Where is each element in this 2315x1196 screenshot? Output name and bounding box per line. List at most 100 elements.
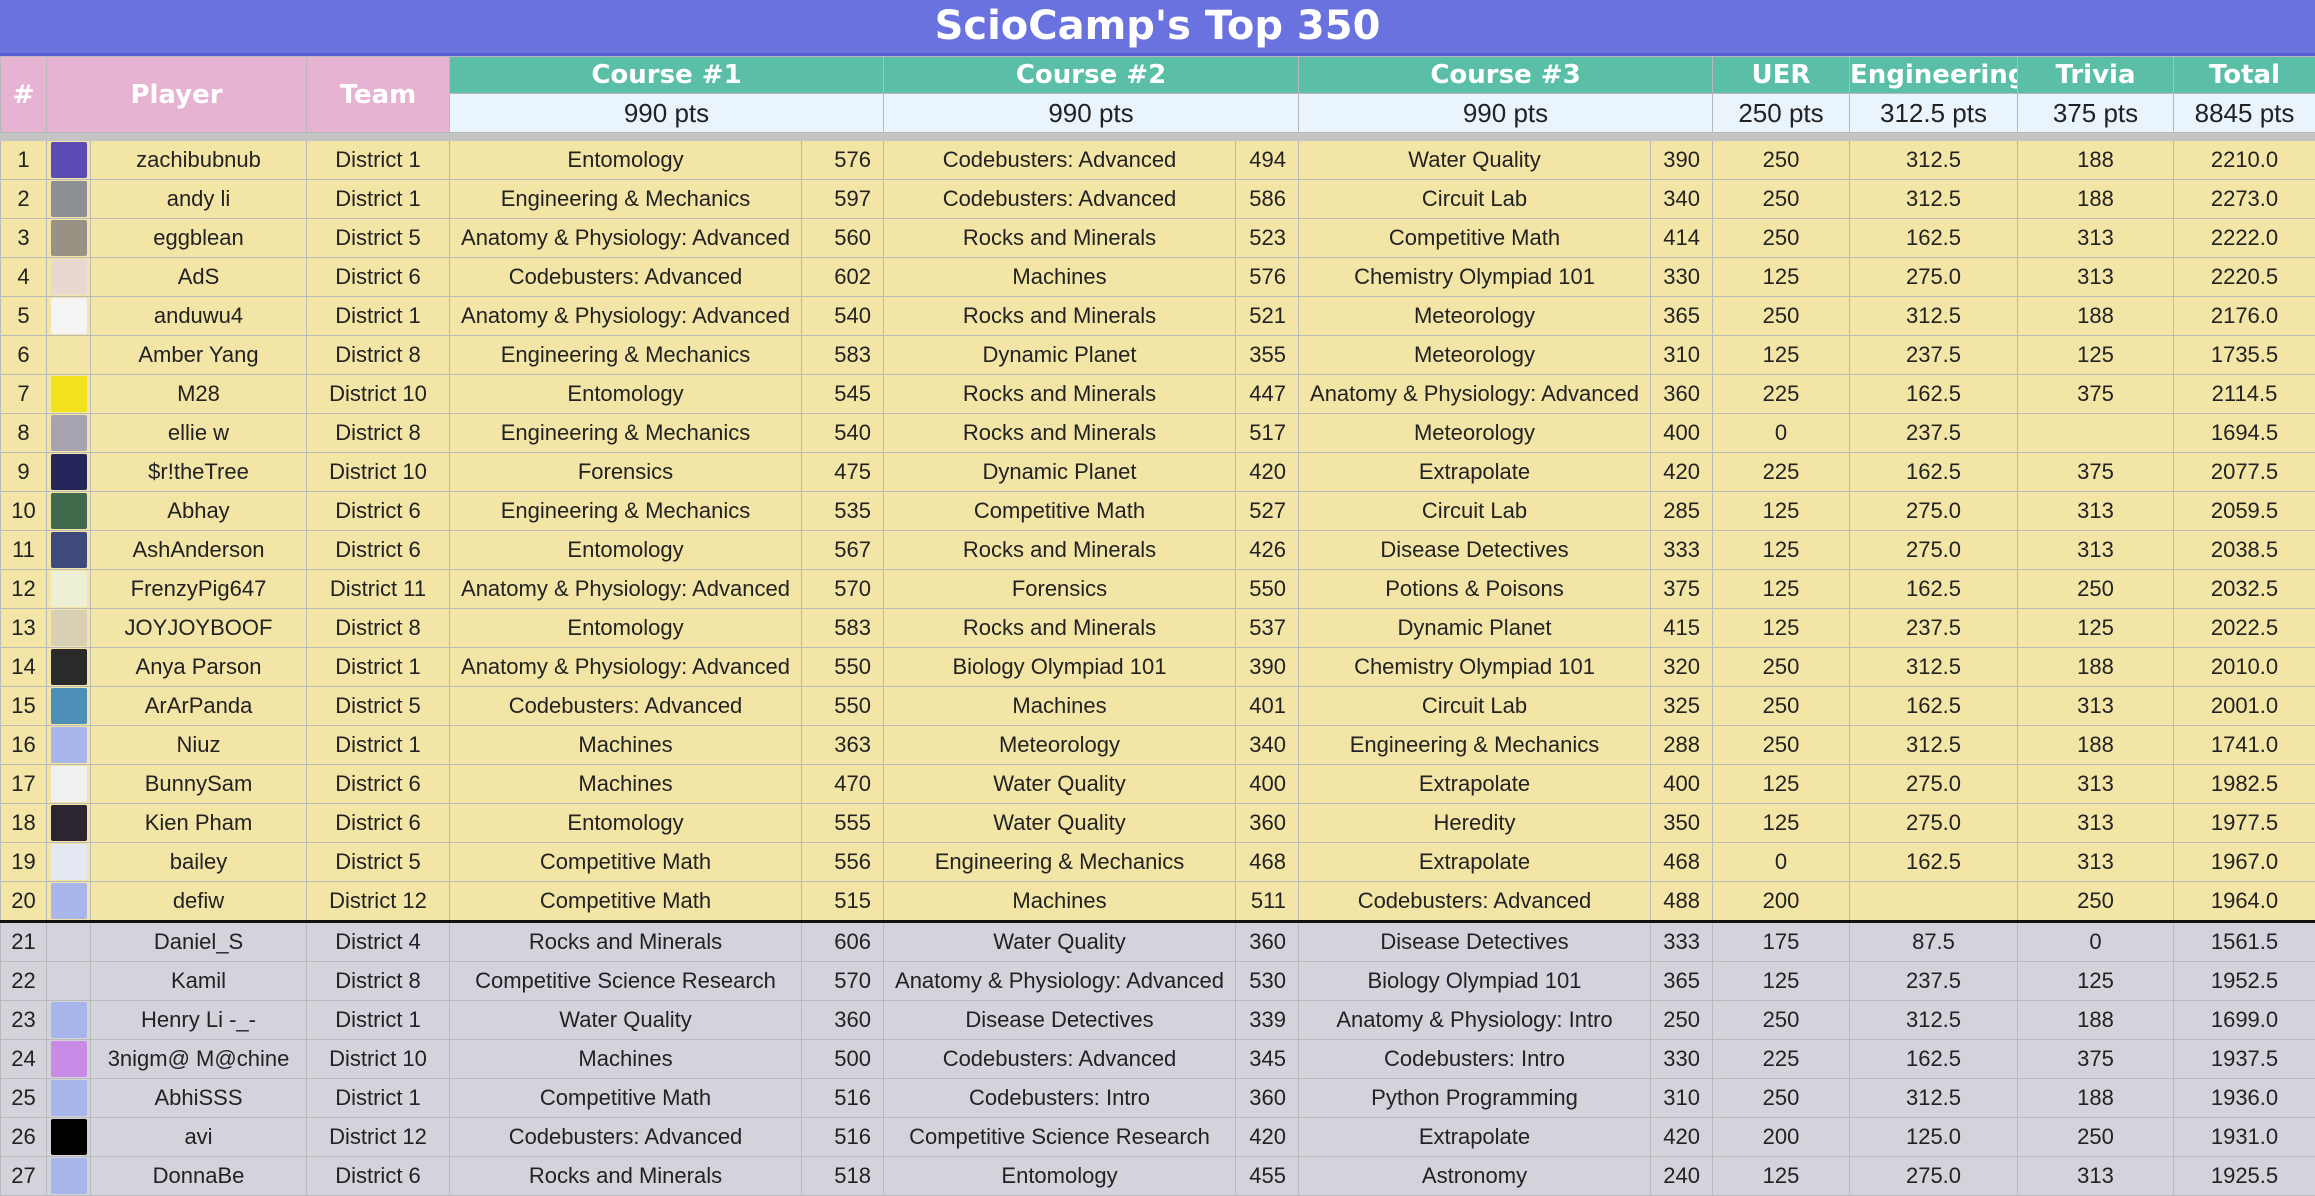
uer-points: 225 [1713, 453, 1850, 492]
course-1-name: Engineering & Mechanics [450, 414, 802, 453]
trivia-points: 375 [2018, 375, 2174, 414]
total-points: 2001.0 [2174, 687, 2315, 726]
player-avatar [47, 1040, 91, 1079]
total-points: 1982.5 [2174, 765, 2315, 804]
player-avatar [47, 1001, 91, 1040]
header-engineering[interactable]: Engineering [1850, 57, 2018, 94]
engineering-points: 162.5 [1850, 375, 2018, 414]
course-2-points: 517 [1236, 414, 1299, 453]
header-uer[interactable]: UER [1713, 57, 1850, 94]
course-3-name: Dynamic Planet [1299, 609, 1651, 648]
team-name: District 6 [307, 1157, 450, 1196]
trivia-points: 188 [2018, 297, 2174, 336]
avatar-icon [51, 415, 87, 451]
player-name: M28 [91, 375, 307, 414]
trivia-points: 313 [2018, 1157, 2174, 1196]
course-2-name: Dynamic Planet [884, 336, 1236, 375]
player-avatar [47, 414, 91, 453]
trivia-points: 313 [2018, 843, 2174, 882]
course-3-name: Heredity [1299, 804, 1651, 843]
trivia-points: 125 [2018, 336, 2174, 375]
player-avatar [47, 609, 91, 648]
course-1-name: Codebusters: Advanced [450, 687, 802, 726]
header-course-1[interactable]: Course #1 [450, 57, 884, 94]
course-3-name: Codebusters: Advanced [1299, 882, 1651, 922]
course-3-name: Astronomy [1299, 1157, 1651, 1196]
course-2-name: Rocks and Minerals [884, 219, 1236, 258]
uer-points: 200 [1713, 882, 1850, 922]
course-3-points: 420 [1651, 1118, 1713, 1157]
row-rank: 15 [1, 687, 47, 726]
avatar-icon [51, 259, 87, 295]
course-1-points: 555 [802, 804, 884, 843]
header-total[interactable]: Total [2174, 57, 2315, 94]
course-3-name: Water Quality [1299, 141, 1651, 180]
header-course-3[interactable]: Course #3 [1299, 57, 1713, 94]
course-2-name: Biology Olympiad 101 [884, 648, 1236, 687]
course-2-points: 576 [1236, 258, 1299, 297]
team-name: District 6 [307, 531, 450, 570]
header-rank[interactable]: # [1, 57, 47, 133]
player-name: anduwu4 [91, 297, 307, 336]
course-2-name: Dynamic Planet [884, 453, 1236, 492]
course-3-points: 250 [1651, 1001, 1713, 1040]
header-team[interactable]: Team [307, 57, 450, 133]
uer-points: 125 [1713, 258, 1850, 297]
avatar-icon [51, 571, 87, 607]
team-name: District 5 [307, 219, 450, 258]
row-rank: 16 [1, 726, 47, 765]
player-name: Henry Li -_- [91, 1001, 307, 1040]
engineering-points: 162.5 [1850, 1040, 2018, 1079]
course-2-name: Codebusters: Intro [884, 1079, 1236, 1118]
player-name: Abhay [91, 492, 307, 531]
row-rank: 24 [1, 1040, 47, 1079]
total-points: 1952.5 [2174, 962, 2315, 1001]
course-2-name: Competitive Science Research [884, 1118, 1236, 1157]
player-avatar [47, 1157, 91, 1196]
course-1-points: 545 [802, 375, 884, 414]
course-1-points: 602 [802, 258, 884, 297]
course-1-points: 597 [802, 180, 884, 219]
uer-points: 225 [1713, 375, 1850, 414]
team-name: District 1 [307, 648, 450, 687]
header-course-2[interactable]: Course #2 [884, 57, 1299, 94]
uer-points: 125 [1713, 336, 1850, 375]
course-1-points: 515 [802, 882, 884, 922]
row-rank: 10 [1, 492, 47, 531]
header-trivia[interactable]: Trivia [2018, 57, 2174, 94]
player-avatar [47, 726, 91, 765]
team-name: District 5 [307, 687, 450, 726]
engineering-points: 162.5 [1850, 843, 2018, 882]
header-player[interactable]: Player [47, 57, 307, 133]
avatar-icon [51, 142, 87, 178]
course-2-points: 400 [1236, 765, 1299, 804]
course-1-name: Entomology [450, 609, 802, 648]
